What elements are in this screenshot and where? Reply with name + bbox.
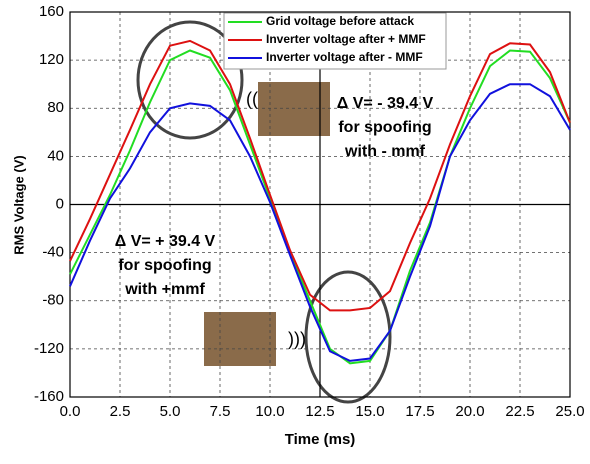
x-tick-label: 7.5 xyxy=(210,403,231,420)
y-tick-label: 0 xyxy=(56,195,64,212)
annotation: Δ V= - 39.4 V xyxy=(337,95,434,112)
highlight-ellipse xyxy=(304,270,392,404)
y-tick-label: 80 xyxy=(47,99,64,116)
highlight-ellipse xyxy=(136,20,244,140)
annotation: for spoofing xyxy=(118,257,211,274)
y-tick-label: 160 xyxy=(39,3,64,20)
y-tick-label: -80 xyxy=(42,292,64,309)
x-tick-label: 20.0 xyxy=(455,403,484,420)
legend-label: Grid voltage before attack xyxy=(266,14,414,28)
x-tick-label: 15.0 xyxy=(355,403,384,420)
x-tick-label: 12.5 xyxy=(305,403,334,420)
annotation: with +mmf xyxy=(124,281,205,298)
series-line xyxy=(69,49,571,365)
x-tick-label: 17.5 xyxy=(405,403,434,420)
y-tick-label: -160 xyxy=(34,388,64,405)
annotation: for spoofing xyxy=(338,119,431,136)
x-tick-label: 10.0 xyxy=(255,403,284,420)
signal-icon: ))) xyxy=(288,329,306,349)
plot-frame xyxy=(69,11,571,398)
device-photo xyxy=(204,312,276,366)
y-tick-label: 40 xyxy=(47,147,64,164)
y-tick-label: -40 xyxy=(42,244,64,261)
x-axis-label: Time (ms) xyxy=(285,431,356,448)
y-tick-label: -120 xyxy=(34,340,64,357)
x-tick-label: 2.5 xyxy=(110,403,131,420)
series-line xyxy=(69,39,571,312)
y-axis-label: RMS Voltage (V) xyxy=(11,155,26,254)
x-tick-label: 5.0 xyxy=(160,403,181,420)
x-tick-label: 22.5 xyxy=(505,403,534,420)
x-tick-label: 25.0 xyxy=(555,403,584,420)
annotation: with - mmf xyxy=(344,143,426,160)
legend-label: Inverter voltage after - MMF xyxy=(266,50,423,64)
annotation: Δ V= + 39.4 V xyxy=(115,233,216,250)
signal-icon: (( xyxy=(246,89,258,109)
series-line xyxy=(69,83,571,362)
device-photo xyxy=(258,82,330,136)
x-tick-label: 0.0 xyxy=(60,403,81,420)
legend-label: Inverter voltage after + MMF xyxy=(266,32,426,46)
y-tick-label: 120 xyxy=(39,51,64,68)
